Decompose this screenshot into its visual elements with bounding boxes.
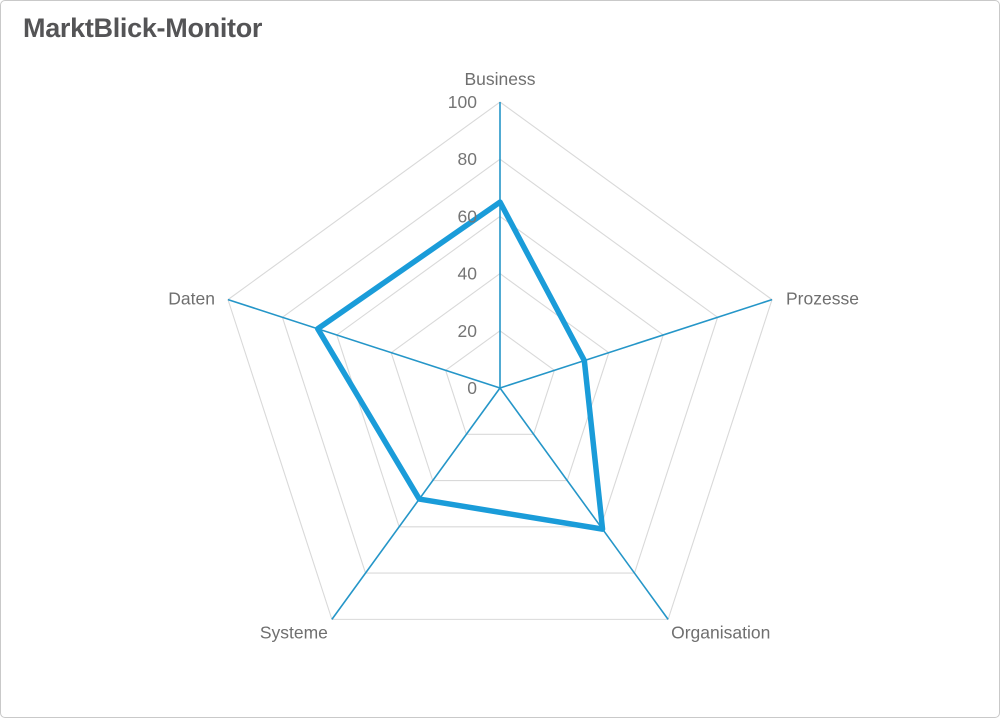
axis-spoke-prozesse — [499, 298, 773, 389]
axis-spoke-organisation — [499, 387, 669, 620]
axis-label-organisation: Organisation — [671, 622, 770, 642]
tick-label-20: 20 — [458, 321, 478, 341]
grid-ring-40 — [390, 272, 610, 482]
grid-ring-100 — [227, 101, 773, 620]
axis-label-prozesse: Prozesse — [786, 289, 859, 309]
grid-ring-20 — [444, 330, 556, 435]
axis-spoke-systeme — [331, 387, 501, 620]
axis-label-business: Business — [464, 69, 535, 89]
data-polygon — [315, 199, 606, 532]
axis-label-daten: Daten — [168, 289, 215, 309]
tick-label-40: 40 — [458, 264, 478, 284]
grid-ring-80 — [281, 158, 719, 574]
grid-ring-60 — [336, 215, 664, 528]
tick-label-0: 0 — [467, 378, 477, 398]
tick-label-60: 60 — [458, 206, 478, 226]
tick-label-80: 80 — [458, 149, 478, 169]
tick-label-100: 100 — [448, 92, 477, 112]
axis-spoke-daten — [227, 298, 501, 389]
page-title: MarktBlick-Monitor — [23, 13, 263, 43]
axis-label-systeme: Systeme — [260, 622, 328, 642]
